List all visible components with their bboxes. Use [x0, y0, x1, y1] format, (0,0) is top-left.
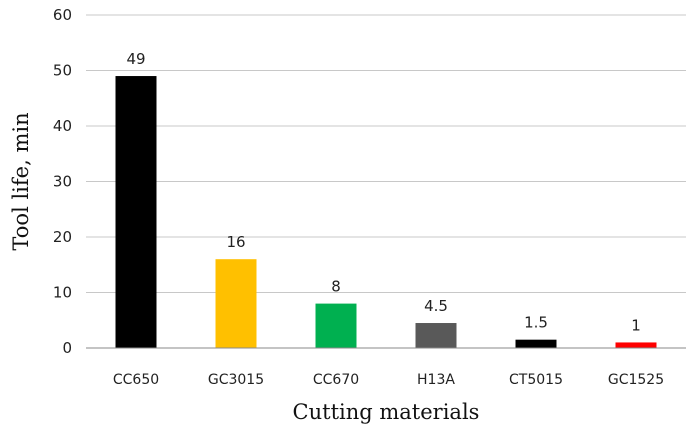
y-tick-label: 40 — [53, 117, 72, 135]
category-label-gc3015: GC3015 — [208, 372, 264, 388]
bar-cc670 — [315, 303, 357, 348]
y-tick-label: 20 — [53, 228, 72, 246]
category-label-h13a: H13A — [417, 372, 455, 388]
bar-cc650 — [115, 76, 157, 349]
y-axis-title: Tool life, min — [9, 112, 33, 250]
data-label-cc670: 8 — [331, 278, 341, 296]
bar-gc1525 — [615, 342, 657, 348]
category-label-ct5015: CT5015 — [509, 372, 563, 388]
bar-gc3015 — [215, 259, 257, 348]
gridlines — [86, 14, 686, 293]
bar-h13a — [415, 323, 457, 348]
data-label-h13a: 4.5 — [424, 297, 448, 315]
category-label-cc670: CC670 — [313, 372, 359, 388]
y-tick-label: 60 — [53, 6, 72, 24]
x-axis-categories: CC650 GC3015 CC670 H13A CT5015 GC1525 — [113, 372, 664, 388]
data-label-gc1525: 1 — [631, 316, 641, 334]
y-tick-label: 0 — [62, 339, 72, 357]
y-axis-ticks: 0 10 20 30 40 50 60 — [53, 6, 72, 357]
bars — [115, 76, 657, 349]
y-tick-label: 10 — [53, 284, 72, 302]
y-tick-label: 30 — [53, 173, 72, 191]
bar-ct5015 — [515, 339, 557, 348]
data-label-cc650: 49 — [126, 50, 145, 68]
y-tick-label: 50 — [53, 62, 72, 80]
x-axis-title: Cutting materials — [293, 400, 480, 424]
category-label-gc1525: GC1525 — [608, 372, 664, 388]
data-label-ct5015: 1.5 — [524, 314, 548, 332]
data-labels: 49 16 8 4.5 1.5 1 — [126, 50, 640, 334]
category-label-cc650: CC650 — [113, 372, 159, 388]
data-label-gc3015: 16 — [226, 233, 245, 251]
